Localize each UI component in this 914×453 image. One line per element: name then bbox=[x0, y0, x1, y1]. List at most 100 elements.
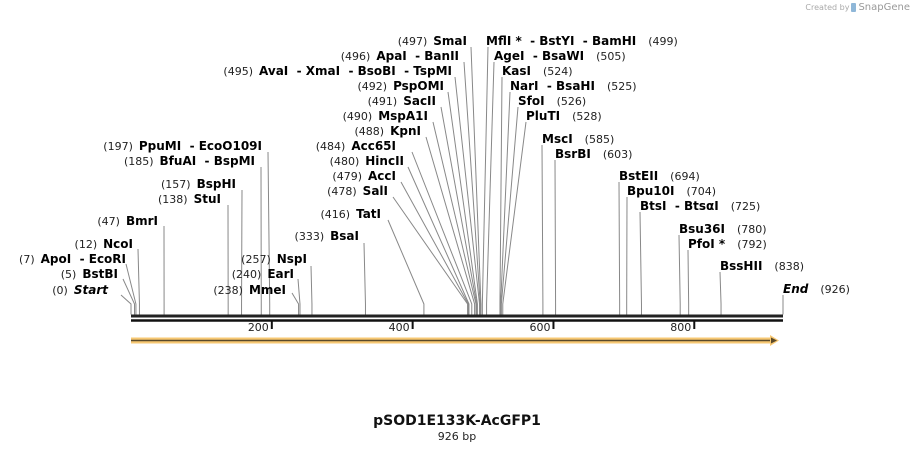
restriction-site[interactable]: (157) BspHI bbox=[161, 177, 243, 315]
site-label: Bsu36I (780) bbox=[679, 222, 767, 236]
site-position: (525) bbox=[607, 80, 637, 93]
site-leader-line bbox=[400, 181, 469, 315]
ruler-tick-label: 200 bbox=[248, 321, 269, 334]
restriction-site[interactable]: (479) AccI bbox=[332, 169, 469, 315]
site-leader-line bbox=[120, 294, 132, 315]
restriction-site[interactable]: MscI (585) bbox=[541, 132, 615, 315]
enzyme-name: MscI bbox=[542, 132, 573, 146]
snapgene-credit: Created by SnapGene bbox=[805, 2, 910, 13]
site-position: (524) bbox=[543, 65, 573, 78]
site-leader-line bbox=[387, 219, 425, 315]
restriction-site[interactable]: (12) NcoI bbox=[75, 237, 140, 315]
restriction-site[interactable]: (197) PpuMI - EcoO109I bbox=[103, 139, 271, 315]
site-leader-line bbox=[554, 159, 557, 315]
enzyme-name: AccI bbox=[368, 169, 396, 183]
site-leader-line bbox=[639, 211, 642, 315]
plasmid-length: 926 bp bbox=[437, 430, 477, 443]
restriction-site[interactable]: BtsI - BtsαI (725) bbox=[639, 199, 761, 315]
site-leader-line bbox=[411, 151, 473, 315]
site-leader-line bbox=[618, 181, 621, 315]
site-label: (12) NcoI bbox=[75, 237, 133, 251]
site-label: (488) KpnI bbox=[355, 124, 422, 138]
restriction-site[interactable]: (138) StuI bbox=[158, 192, 229, 315]
restriction-site[interactable]: (47) BmrI bbox=[97, 214, 165, 315]
restriction-site[interactable]: (185) BfuAI - BspMI bbox=[124, 154, 262, 315]
site-label: (47) BmrI bbox=[97, 214, 158, 228]
site-position: (488) bbox=[355, 125, 385, 138]
site-position: (725) bbox=[731, 200, 761, 213]
site-label: (5) BstBI bbox=[61, 267, 118, 281]
restriction-site[interactable]: (491) SacII bbox=[368, 94, 478, 315]
restriction-site[interactable]: MflI * - BstYI - BamHI (499) bbox=[481, 34, 678, 315]
enzyme-name: BfuAI - BspMI bbox=[160, 154, 255, 168]
restriction-site[interactable]: (484) Acc65I bbox=[316, 139, 473, 315]
site-position: (7) bbox=[19, 253, 35, 266]
restriction-site[interactable]: (416) TatI bbox=[320, 207, 425, 315]
restriction-site[interactable]: (5) BstBI bbox=[61, 267, 136, 315]
enzyme-name: TatI bbox=[356, 207, 381, 221]
enzyme-name: MmeI bbox=[249, 283, 286, 297]
restriction-site[interactable]: (488) KpnI bbox=[355, 124, 476, 315]
restriction-site[interactable]: (333) BsaI bbox=[295, 229, 366, 315]
site-leader-line bbox=[432, 121, 477, 315]
site-leader-line bbox=[470, 46, 482, 315]
site-position: (47) bbox=[97, 215, 120, 228]
restriction-site[interactable]: (240) EarI bbox=[232, 267, 301, 315]
site-label: (496) ApaI - BanII bbox=[341, 49, 459, 63]
site-leader-line bbox=[678, 234, 681, 315]
restriction-site[interactable]: PluTI (528) bbox=[502, 109, 602, 315]
enzyme-name: PfoI * bbox=[688, 237, 726, 251]
site-position: (603) bbox=[603, 148, 633, 161]
site-position: (838) bbox=[774, 260, 804, 273]
site-position: (495) bbox=[223, 65, 253, 78]
site-leader-line bbox=[392, 196, 469, 315]
restriction-site[interactable]: End (926) bbox=[782, 282, 850, 315]
restriction-site[interactable]: (492) PspOMI bbox=[357, 79, 478, 315]
enzyme-name: MspA1I bbox=[378, 109, 428, 123]
enzyme-name: NarI - BsaHI bbox=[510, 79, 595, 93]
site-position: (490) bbox=[343, 110, 373, 123]
site-leader-line bbox=[440, 106, 478, 315]
site-leader-line bbox=[463, 61, 481, 315]
enzyme-name: MflI * - BstYI - BamHI bbox=[486, 34, 636, 48]
restriction-site[interactable]: PfoI * (792) bbox=[687, 237, 767, 315]
site-position: (499) bbox=[648, 35, 678, 48]
restriction-site[interactable]: Bsu36I (780) bbox=[678, 222, 767, 315]
restriction-site[interactable]: (496) ApaI - BanII bbox=[341, 49, 481, 315]
restriction-site[interactable]: (478) SalI bbox=[327, 184, 469, 315]
site-label: BstEII (694) bbox=[619, 169, 700, 183]
restriction-site[interactable]: BstEII (694) bbox=[618, 169, 700, 315]
site-label: (240) EarI bbox=[232, 267, 294, 281]
restriction-site[interactable]: (0) Start bbox=[52, 283, 132, 315]
restriction-site[interactable]: (490) MspA1I bbox=[343, 109, 477, 315]
enzyme-name: Start bbox=[74, 283, 109, 297]
restriction-site[interactable]: SfoI (526) bbox=[500, 94, 586, 315]
site-position: (585) bbox=[585, 133, 615, 146]
restriction-site[interactable]: (497) SmaI bbox=[398, 34, 482, 315]
restriction-site[interactable]: BssHII (838) bbox=[719, 259, 804, 315]
enzyme-name: AgeI - BsaWI bbox=[494, 49, 584, 63]
restriction-site[interactable]: KasI (524) bbox=[499, 64, 573, 315]
site-position: (0) bbox=[52, 284, 68, 297]
site-leader-line bbox=[363, 242, 366, 315]
enzyme-name: End bbox=[783, 282, 809, 296]
restriction-site[interactable]: BsrBI (603) bbox=[554, 147, 633, 315]
restriction-site[interactable]: (480) HincII bbox=[330, 154, 470, 315]
site-position: (505) bbox=[596, 50, 626, 63]
site-position: (496) bbox=[341, 50, 371, 63]
enzyme-name: EarI bbox=[267, 267, 294, 281]
site-position: (528) bbox=[572, 110, 602, 123]
restriction-site[interactable]: (495) AvaI - XmaI - BsoBI - TspMI bbox=[223, 64, 481, 315]
restriction-site[interactable]: AgeI - BsaWI (505) bbox=[486, 49, 626, 315]
restriction-site[interactable]: (257) NspI bbox=[241, 252, 313, 315]
site-leader-line bbox=[122, 278, 136, 315]
restriction-site[interactable]: (7) ApoI - EcoRI bbox=[19, 252, 137, 315]
restriction-site[interactable]: NarI - BsaHI (525) bbox=[500, 79, 637, 315]
site-position: (478) bbox=[327, 185, 357, 198]
snapgene-logo-icon bbox=[851, 3, 857, 12]
site-label: PfoI * (792) bbox=[688, 237, 767, 251]
enzyme-name: BsaI bbox=[330, 229, 359, 243]
restriction-site[interactable]: (238) MmeI bbox=[213, 283, 300, 315]
restriction-site[interactable]: Bpu10I (704) bbox=[626, 184, 716, 315]
